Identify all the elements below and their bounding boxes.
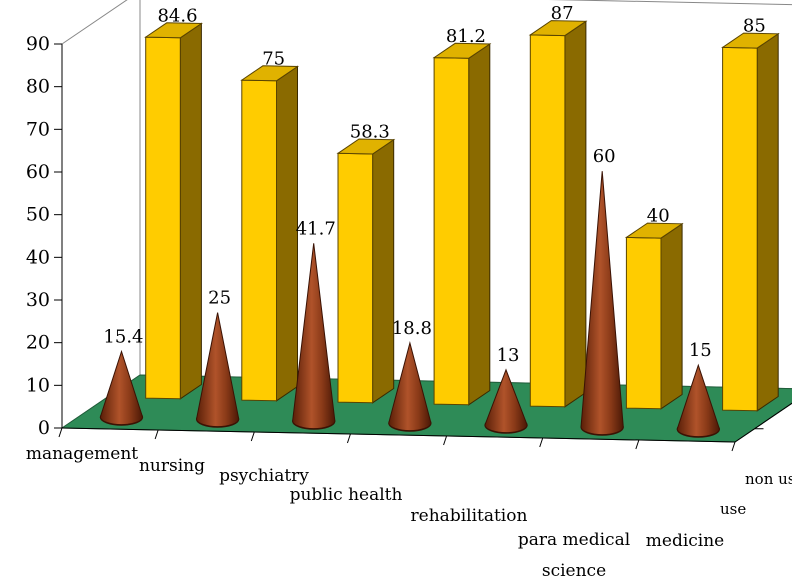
cone-value-label: 15 [689,340,712,361]
bar-side [276,65,298,402]
cone-value-label: 41.7 [296,218,336,239]
depth-axis-line [734,402,792,443]
y-tick-label-0: 0 [38,417,50,439]
y-tick-label-20: 20 [26,332,50,354]
category-label-nursing: nursing [139,456,205,476]
bar-management: 84.6 [144,5,203,400]
cone-body [195,312,240,428]
bar-side [660,222,683,410]
bar-side [372,138,395,404]
x-tick-6 [635,439,640,450]
cone-body [676,363,721,438]
cone-value-label: 15.4 [103,327,143,348]
bar-front [722,46,758,412]
y-tick-label-60: 60 [26,161,50,183]
bar-top [144,22,203,39]
cone-value-label: 60 [593,146,616,167]
cone-rehabilitation: 13 [484,345,528,434]
bar-value-label: 58.3 [350,122,390,143]
x-tick-5 [539,437,544,448]
bar-value-label: 84.6 [157,5,197,26]
bar-front [529,34,566,408]
x-tick-1 [154,429,159,440]
cone-management: 15.4 [99,327,144,426]
bar-top [432,42,492,59]
y-tick-label-80: 80 [26,76,50,98]
cone-body [292,243,336,430]
category-label-management: management [26,444,138,464]
x-tick-3 [346,433,351,444]
bar-nursing: 75 [240,48,300,402]
x-tick-4 [443,435,448,446]
bar-value-label: 81.2 [446,26,486,47]
y-axis: 0 10 20 30 40 50 60 70 80 90 [26,33,63,439]
y-tick-label-90: 90 [26,33,50,55]
category-label-public-health: public health [290,485,403,505]
bar-public-health: 81.2 [432,26,492,406]
bar-top [624,222,684,239]
x-tick-0 [58,427,63,438]
cone-body [99,349,144,426]
bar-side [179,22,202,400]
bar-front [241,79,277,402]
cone-value-label: 25 [208,288,231,309]
y-tick-label-30: 30 [26,289,50,311]
cone-nursing: 25 [195,288,240,428]
x-axis-line [61,427,736,443]
bar-medicine: 85 [721,16,780,412]
cone-value-label: 18.8 [392,318,432,339]
cone-psychiatry: 41.7 [292,218,336,430]
bar-front [145,36,181,400]
bar-top [336,138,396,155]
bar-side [564,20,587,408]
bar-value-label: 75 [262,48,285,69]
y-tick-label-50: 50 [26,204,50,226]
y-tick-label-70: 70 [26,118,50,140]
category-label-para-medical-science: para medical science [518,530,630,581]
bar-side [756,32,779,412]
bar-front [433,57,470,406]
bar-value-label: 87 [551,3,574,24]
bar-front [337,152,374,404]
x-tick-2 [250,431,255,442]
cone-public-health: 18.8 [388,318,432,432]
cone-body [484,368,528,434]
depth-label-non-use: non use [745,470,792,488]
category-label-medicine: medicine [646,531,724,551]
cone-medicine: 15 [676,340,721,438]
bar-rehabilitation: 87 [528,3,588,408]
depth-label-use: use [720,500,746,518]
category-label-rehabilitation: rehabilitation [411,506,528,526]
chart-marks: 84.6 75 58.3 81.2 87 40 85 15.4 25 41.7 18.8 13 60 15 [99,3,780,438]
bar-top [721,32,780,49]
x-tick-7 [731,441,736,452]
y-tick-label-40: 40 [26,246,50,268]
bar-para-medical-science: 40 [624,206,684,410]
category-label-psychiatry: psychiatry [219,466,309,486]
bar-value-label: 40 [647,206,670,227]
bar-value-label: 85 [743,16,766,37]
bar-top [240,65,300,82]
y-tick-label-10: 10 [26,374,50,396]
cone-value-label: 13 [497,345,520,366]
cone-para-medical-science: 60 [580,146,624,436]
cone-body [580,171,624,436]
bar-psychiatry: 58.3 [336,122,396,404]
bar-top [528,20,588,37]
left-wall [61,0,141,429]
cone-body [388,341,432,432]
bar-side [468,43,491,406]
bar-front [625,236,662,410]
